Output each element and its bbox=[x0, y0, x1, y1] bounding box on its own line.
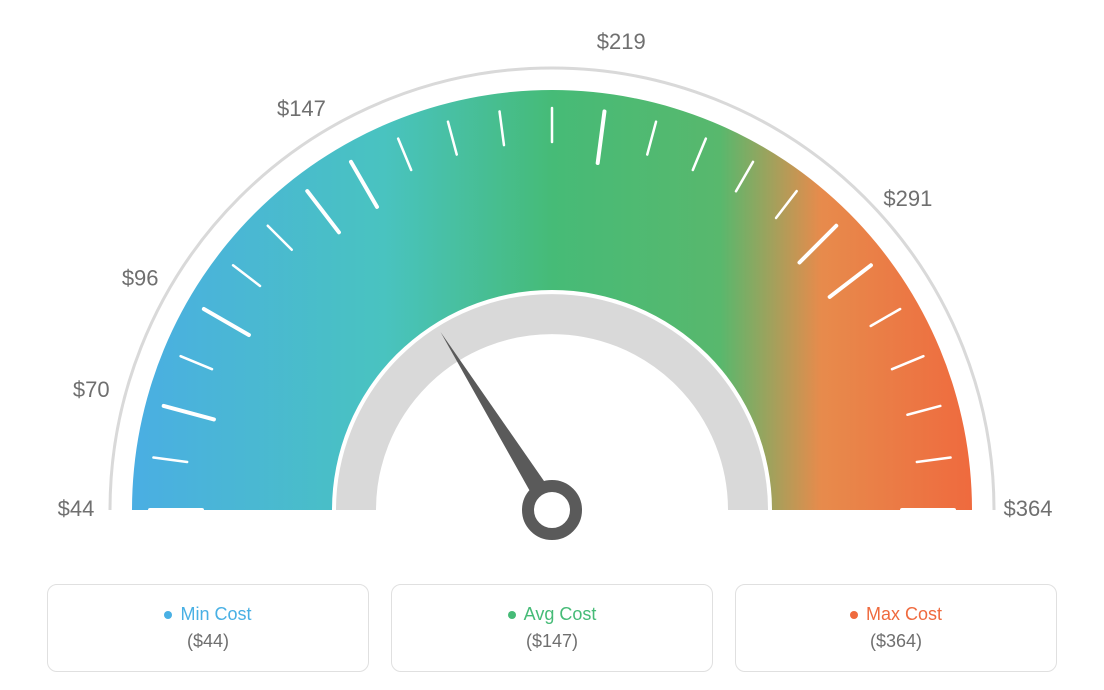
svg-text:$147: $147 bbox=[277, 96, 326, 121]
legend-row: Min Cost ($44) Avg Cost ($147) Max Cost … bbox=[0, 584, 1104, 672]
dot-icon bbox=[508, 611, 516, 619]
legend-value-avg: ($147) bbox=[526, 631, 578, 652]
legend-title-avg: Avg Cost bbox=[508, 604, 597, 625]
legend-card-min: Min Cost ($44) bbox=[47, 584, 369, 672]
svg-text:$44: $44 bbox=[58, 496, 95, 521]
legend-value-max: ($364) bbox=[870, 631, 922, 652]
dot-icon bbox=[850, 611, 858, 619]
svg-text:$96: $96 bbox=[122, 265, 159, 290]
legend-card-max: Max Cost ($364) bbox=[735, 584, 1057, 672]
legend-card-avg: Avg Cost ($147) bbox=[391, 584, 713, 672]
legend-label-avg: Avg Cost bbox=[524, 604, 597, 625]
dot-icon bbox=[164, 611, 172, 619]
svg-text:$70: $70 bbox=[73, 377, 110, 402]
legend-label-min: Min Cost bbox=[180, 604, 251, 625]
cost-gauge-chart: $44 $70 $96 $147 $219 $291 $364 Min Cost ($44)… bbox=[0, 0, 1104, 690]
legend-value-min: ($44) bbox=[187, 631, 229, 652]
legend-title-min: Min Cost bbox=[164, 604, 251, 625]
gauge-svg: $44 $70 $96 $147 $219 $291 $364 bbox=[0, 0, 1104, 560]
legend-label-max: Max Cost bbox=[866, 604, 942, 625]
gauge-area: $44 $70 $96 $147 $219 $291 $364 bbox=[0, 0, 1104, 560]
svg-text:$364: $364 bbox=[1004, 496, 1053, 521]
svg-text:$219: $219 bbox=[597, 29, 646, 54]
svg-text:$291: $291 bbox=[883, 186, 932, 211]
legend-title-max: Max Cost bbox=[850, 604, 942, 625]
